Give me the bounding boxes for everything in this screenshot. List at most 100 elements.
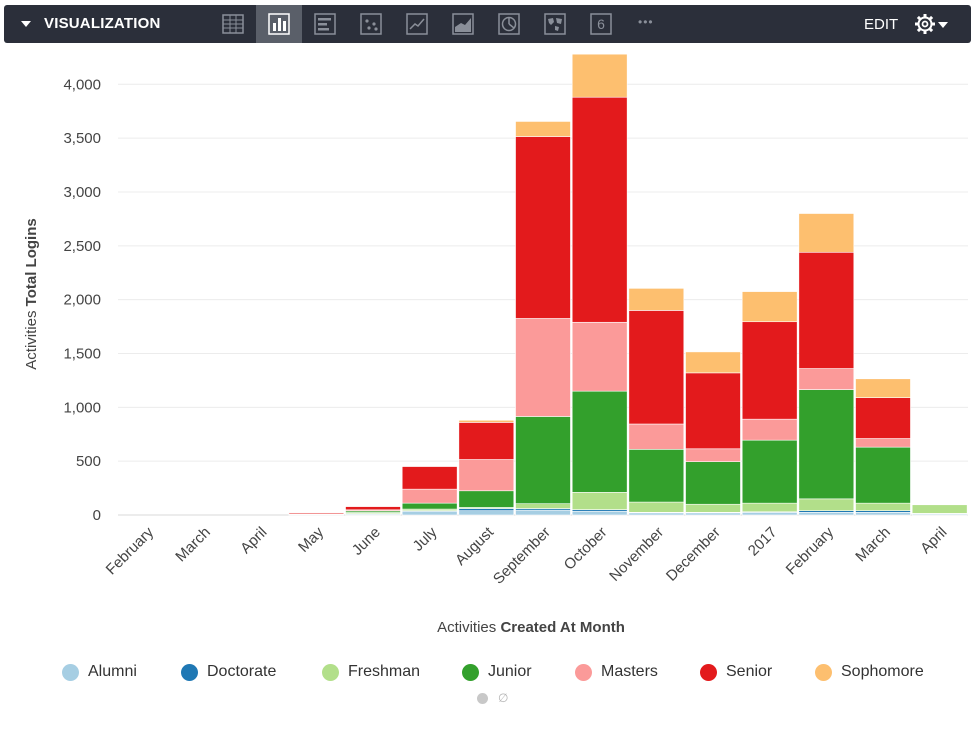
bar-segment-doctorate-6[interactable] xyxy=(458,508,515,511)
bar-segment-alumni-6[interactable] xyxy=(458,510,515,516)
x-tick-label: June xyxy=(349,524,384,559)
x-tick-label: August xyxy=(452,523,498,569)
bar-segment-senior-10[interactable] xyxy=(685,372,741,450)
edit-button[interactable]: EDIT xyxy=(864,16,899,33)
bar-segment-masters-9[interactable] xyxy=(628,423,685,450)
scatter-chart-icon xyxy=(360,13,382,35)
area-chart-button[interactable] xyxy=(440,5,486,43)
bar-segment-junior-12[interactable] xyxy=(798,389,855,500)
y-tick-label: 1,500 xyxy=(63,345,101,362)
bar-segment-freshman-7[interactable] xyxy=(515,503,571,509)
bar-segment-sophomore-13[interactable] xyxy=(855,378,911,398)
table-view-button[interactable] xyxy=(210,5,256,43)
legend-page-dot[interactable] xyxy=(477,693,488,704)
bar-segment-freshman-13[interactable] xyxy=(855,502,911,511)
column-chart-button[interactable] xyxy=(256,5,302,43)
scatter-chart-button[interactable] xyxy=(348,5,394,43)
line-chart-icon xyxy=(406,13,428,35)
y-tick-label: 1,000 xyxy=(63,399,101,416)
bar-segment-masters-12[interactable] xyxy=(798,368,855,390)
bar-segment-freshman-9[interactable] xyxy=(628,501,685,513)
visualization-toggle[interactable]: VISUALIZATION xyxy=(4,5,204,43)
y-tick-label: 0 xyxy=(93,507,101,524)
bar-segment-sophomore-6[interactable] xyxy=(458,419,515,423)
bar-segment-alumni-5[interactable] xyxy=(401,510,458,516)
bar-segment-senior-6[interactable] xyxy=(458,422,515,460)
single-value-button[interactable]: 6 xyxy=(578,5,624,43)
x-tick-label: September xyxy=(490,524,554,588)
x-axis-ticks: February March April May June July AugustSepte… xyxy=(103,523,951,587)
bar-segment-sophomore-10[interactable] xyxy=(685,351,741,374)
bar-chart-button[interactable] xyxy=(302,5,348,43)
bar-segment-masters-5[interactable] xyxy=(401,488,458,504)
x-tick-label: December xyxy=(663,524,724,585)
x-tick-label: April xyxy=(237,524,270,557)
bar-segment-masters-11[interactable] xyxy=(741,418,798,441)
bar-segment-alumni-13[interactable] xyxy=(855,512,911,516)
settings-caret-icon xyxy=(938,22,948,28)
bar-segment-junior-11[interactable] xyxy=(741,439,798,504)
single-value-icon: 6 xyxy=(590,13,612,35)
line-chart-button[interactable] xyxy=(394,5,440,43)
bar-segment-senior-11[interactable] xyxy=(741,321,798,420)
single-value-label: 6 xyxy=(597,16,605,32)
bar-segment-senior-4[interactable] xyxy=(345,506,401,511)
visualization-toolbar: VISUALIZATION xyxy=(4,5,971,43)
legend-label: Senior xyxy=(726,663,773,680)
x-tick-label: 2017 xyxy=(745,524,781,560)
bar-segment-junior-6[interactable] xyxy=(458,490,515,508)
bar-segment-sophomore-11[interactable] xyxy=(741,291,798,323)
legend: Alumni Doctorate Freshman Junior Masters Seni… xyxy=(0,660,975,686)
x-tick-label: October xyxy=(561,524,611,574)
bar-segment-alumni-7[interactable] xyxy=(515,509,571,516)
map-icon xyxy=(544,13,566,35)
bar-segment-alumni-8[interactable] xyxy=(571,510,628,516)
bar-segment-alumni-9[interactable] xyxy=(628,512,685,516)
bar-segment-sophomore-9[interactable] xyxy=(628,288,685,311)
bar-segment-senior-9[interactable] xyxy=(628,310,685,425)
bar-segment-junior-10[interactable] xyxy=(685,461,741,505)
bar-segment-senior-12[interactable] xyxy=(798,251,855,369)
legend-label: Masters xyxy=(601,663,658,680)
null-values-toggle[interactable]: ∅ xyxy=(498,691,509,705)
y-tick-label: 2,000 xyxy=(63,292,101,309)
pie-chart-button[interactable] xyxy=(486,5,532,43)
bar-segment-junior-8[interactable] xyxy=(571,390,628,493)
bar-segment-masters-8[interactable] xyxy=(571,321,628,392)
bar-segment-alumni-10[interactable] xyxy=(685,512,741,516)
bar-segment-senior-13[interactable] xyxy=(855,397,911,439)
bar-segment-alumni-12[interactable] xyxy=(798,512,855,516)
bar-segment-freshman-10[interactable] xyxy=(685,503,741,513)
bar-segment-freshman-14[interactable] xyxy=(911,504,968,514)
y-tick-label: 3,500 xyxy=(63,130,101,147)
caret-down-icon xyxy=(21,21,31,27)
settings-button[interactable] xyxy=(909,10,955,38)
bar-segment-junior-13[interactable] xyxy=(855,446,911,504)
x-tick-label: March xyxy=(172,524,213,565)
bar-segment-senior-3[interactable] xyxy=(288,512,345,515)
bar-segment-alumni-11[interactable] xyxy=(741,512,798,516)
bar-segment-masters-13[interactable] xyxy=(855,438,911,448)
bar-segment-sophomore-7[interactable] xyxy=(515,121,571,137)
bar-segment-freshman-11[interactable] xyxy=(741,502,798,513)
bars xyxy=(288,53,968,516)
y-axis-title-bold: Total Logins xyxy=(23,218,40,306)
column-chart-icon xyxy=(268,13,290,35)
bar-segment-masters-6[interactable] xyxy=(458,459,515,492)
bar-segment-junior-9[interactable] xyxy=(628,449,685,503)
x-tick-label: February xyxy=(103,523,158,578)
bar-segment-sophomore-8[interactable] xyxy=(571,53,628,98)
bar-segment-masters-7[interactable] xyxy=(515,318,571,417)
bar-segment-masters-10[interactable] xyxy=(685,448,741,463)
bar-segment-freshman-12[interactable] xyxy=(798,498,855,511)
map-button[interactable] xyxy=(532,5,578,43)
more-visualizations-button[interactable]: ••• xyxy=(624,5,670,43)
bar-segment-sophomore-12[interactable] xyxy=(798,213,855,253)
bar-segment-senior-7[interactable] xyxy=(515,136,571,319)
bar-segment-freshman-8[interactable] xyxy=(571,492,628,510)
bar-segment-junior-7[interactable] xyxy=(515,416,571,504)
bar-segment-senior-8[interactable] xyxy=(571,96,628,323)
bar-segment-junior-5[interactable] xyxy=(401,502,458,510)
bar-segment-senior-5[interactable] xyxy=(401,466,458,490)
